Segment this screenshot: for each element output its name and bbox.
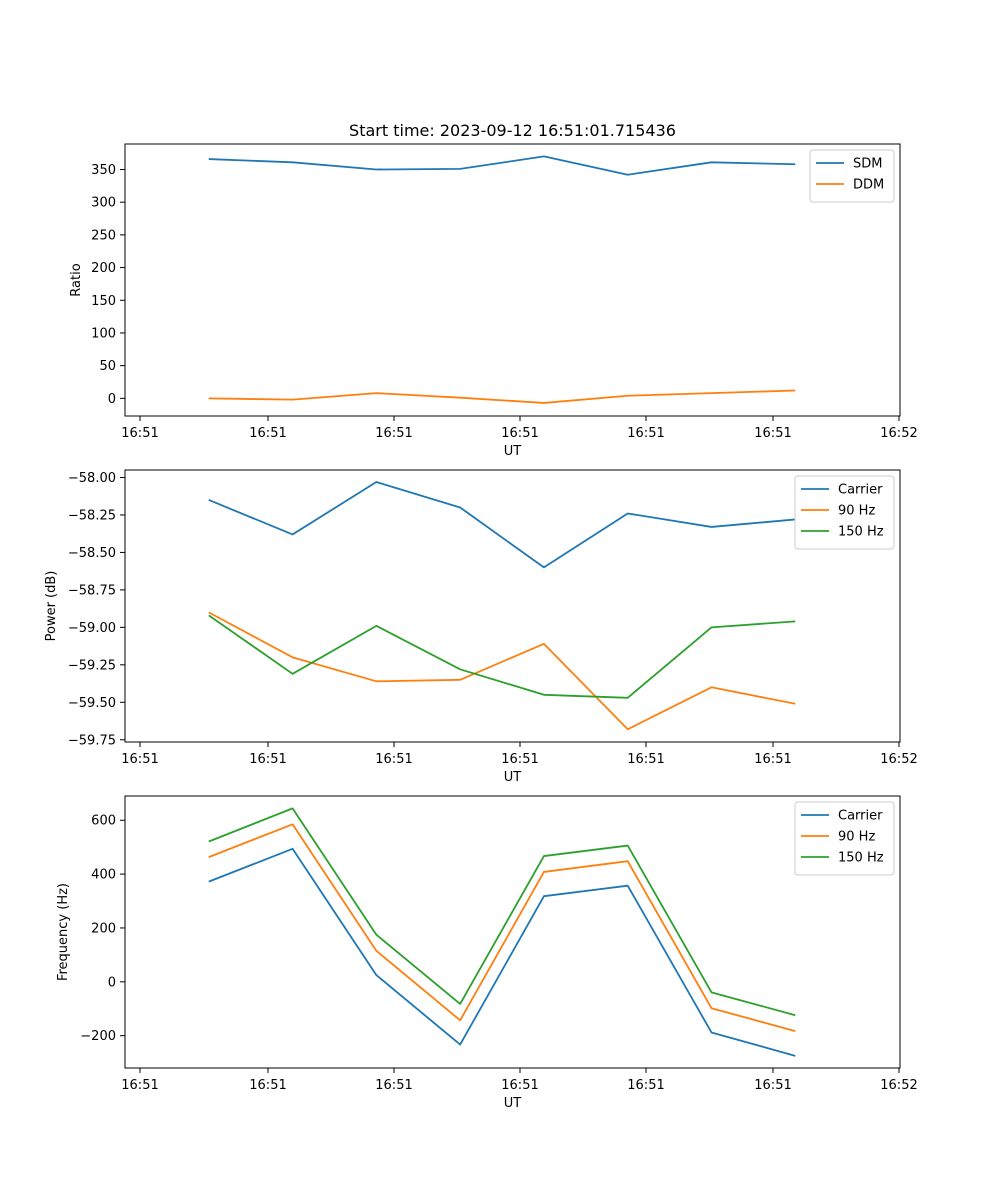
frequency-xtick-label: 16:51 (501, 1078, 538, 1093)
power-ytick-label: −58.50 (68, 546, 116, 561)
power-legend-label: 90 Hz (838, 504, 875, 519)
frequency-panel: 16:51 16:51 16:51 16:51 16:51 16:51 16:52 −200 0… (56, 795, 918, 1111)
ratio-xtick-label: 16:51 (627, 426, 664, 441)
ratio-ytick-label: 300 (91, 196, 116, 211)
power-xtick-label: 16:51 (501, 752, 538, 767)
power-x-axis-label: UT (504, 770, 522, 785)
ratio-legend-label: DDM (853, 178, 884, 193)
power-legend-label: 150 Hz (838, 525, 884, 540)
power-y-axis-label: Power (dB) (44, 571, 59, 642)
ratio-xtick-label: 16:51 (501, 426, 538, 441)
frequency-xtick-label: 16:51 (121, 1078, 158, 1093)
power-xtick-label: 16:51 (249, 752, 286, 767)
frequency-series-90-hz (208, 823, 796, 1032)
frequency-ytick-label: 0 (108, 975, 116, 990)
frequency-y-axis-label: Frequency (Hz) (56, 883, 71, 981)
power-ytick-label: −59.50 (68, 696, 116, 711)
power-series-90-hz (208, 611, 796, 731)
ratio-xtick-label: 16:52 (880, 426, 917, 441)
ratio-axes-frame (124, 143, 901, 417)
ratio-ytick-label: 100 (91, 326, 116, 341)
ratio-ytick-label: 50 (99, 359, 116, 374)
ratio-legend-label: SDM (853, 157, 882, 172)
ratio-ytick-label: 0 (108, 392, 116, 407)
ratio-series-sdm (208, 155, 796, 176)
frequency-axes-frame (124, 795, 901, 1069)
ratio-xtick-label: 16:51 (754, 426, 791, 441)
ratio-series-ddm (208, 389, 796, 404)
ratio-xtick-label: 16:51 (249, 426, 286, 441)
power-xtick-label: 16:51 (754, 752, 791, 767)
power-xtick-label: 16:51 (375, 752, 412, 767)
ratio-panel: 16:51 16:51 16:51 16:51 16:51 16:51 16:52 0 50 10… (69, 143, 918, 459)
power-ytick-label: −58.00 (68, 471, 116, 486)
ratio-xtick-label: 16:51 (375, 426, 412, 441)
frequency-x-axis-label: UT (504, 1096, 522, 1111)
power-ytick-label: −59.00 (68, 621, 116, 636)
chart-title: Start time: 2023-09-12 16:51:01.715436 (349, 121, 676, 140)
frequency-xtick-label: 16:52 (880, 1078, 917, 1093)
power-ytick-label: −58.25 (68, 508, 116, 523)
power-xtick-label: 16:51 (121, 752, 158, 767)
frequency-ytick-label: 400 (91, 868, 116, 883)
frequency-xtick-label: 16:51 (249, 1078, 286, 1093)
power-series-carrier (208, 481, 796, 569)
ratio-ytick-label: 150 (91, 294, 116, 309)
power-axes-frame (124, 469, 901, 743)
power-legend-label: Carrier (838, 483, 883, 498)
power-ytick-label: −58.75 (68, 583, 116, 598)
ratio-xtick-label: 16:51 (121, 426, 158, 441)
frequency-ytick-label: 200 (91, 921, 116, 936)
frequency-series-carrier (208, 847, 796, 1057)
ratio-ytick-label: 250 (91, 228, 116, 243)
power-ytick-label: −59.25 (68, 658, 116, 673)
ratio-x-axis-label: UT (504, 444, 522, 459)
frequency-legend-label: 150 Hz (838, 851, 884, 866)
frequency-legend-label: 90 Hz (838, 830, 875, 845)
power-panel: 16:51 16:51 16:51 16:51 16:51 16:51 16:52 −58.0… (44, 469, 918, 785)
frequency-ytick-label: 600 (91, 814, 116, 829)
ratio-ytick-label: 200 (91, 261, 116, 276)
frequency-ytick-label: −200 (80, 1029, 116, 1044)
power-series-150-hz (208, 614, 796, 699)
power-xtick-label: 16:52 (880, 752, 917, 767)
power-xtick-label: 16:51 (627, 752, 664, 767)
frequency-xtick-label: 16:51 (754, 1078, 791, 1093)
frequency-legend-label: Carrier (838, 809, 883, 824)
frequency-xtick-label: 16:51 (627, 1078, 664, 1093)
ratio-y-axis-label: Ratio (69, 263, 84, 296)
frequency-series-150-hz (208, 807, 796, 1017)
frequency-xtick-label: 16:51 (375, 1078, 412, 1093)
power-ytick-label: −59.75 (68, 733, 116, 748)
ratio-ytick-label: 350 (91, 163, 116, 178)
